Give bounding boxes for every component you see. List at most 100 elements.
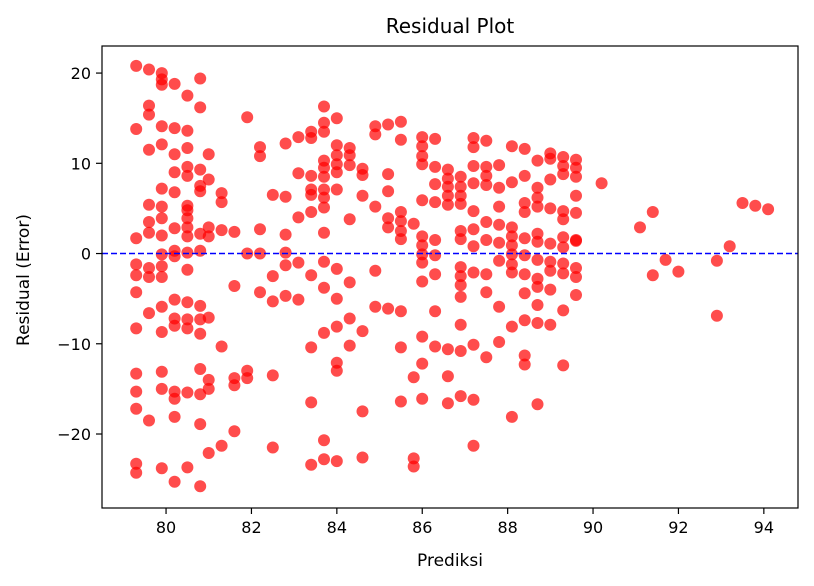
data-point [168,319,181,332]
y-tick-label: −10 [57,335,91,354]
data-point [202,447,215,459]
data-point [531,154,544,167]
data-point [194,418,207,431]
data-point [659,253,672,266]
data-point [441,343,454,356]
data-point [518,314,531,327]
data-point [318,226,330,239]
data-point [454,233,467,246]
data-point [429,340,442,353]
data-point [168,148,181,161]
data-point [130,402,143,415]
data-point [441,180,454,193]
data-point [369,128,382,141]
data-point [305,206,318,218]
data-point [155,78,168,91]
data-point [168,250,181,263]
data-point [429,268,442,281]
data-point [181,230,194,243]
data-point [416,194,429,207]
y-tick-label: 0 [81,245,91,264]
chart-title: Residual Plot [386,14,515,38]
data-point [130,322,143,335]
data-point [155,326,168,338]
data-point [194,163,207,176]
data-point [254,141,266,154]
data-point [544,173,557,186]
data-point [181,124,194,137]
data-point [570,206,582,219]
data-point [305,132,318,144]
data-point [493,254,506,267]
data-point [570,189,582,202]
data-point [493,181,506,194]
data-point [168,77,181,90]
data-point [557,241,570,254]
data-point [202,173,215,186]
data-point [382,185,395,198]
data-point [467,393,480,406]
data-point [480,169,493,182]
data-point [228,379,241,392]
data-point [416,392,429,405]
data-point [130,385,143,398]
points-layer [130,59,775,493]
data-point [467,439,480,452]
data-point [279,190,292,203]
data-point [672,265,685,278]
data-point [441,189,454,202]
data-point [356,169,369,181]
x-tick-label: 82 [241,518,261,537]
data-point [544,264,557,277]
data-point [518,142,531,155]
data-point [356,325,369,338]
data-point [330,320,343,333]
data-point [518,287,531,300]
data-point [343,312,356,325]
data-point [318,125,330,138]
x-tick-label: 84 [327,518,347,537]
data-point [292,293,305,306]
data-point [544,318,557,331]
data-point [505,248,518,261]
data-point [130,269,143,282]
data-point [181,221,194,234]
data-point [181,212,194,225]
data-point [416,131,429,144]
data-point [318,434,330,447]
data-point [215,224,228,237]
data-point [168,410,181,423]
data-point [518,358,531,371]
data-point [723,240,736,253]
data-point [518,169,531,182]
data-point [181,89,194,102]
data-point [544,283,557,296]
data-point [369,200,382,213]
data-point [318,191,330,204]
data-point [407,460,420,473]
data-point [318,100,330,113]
data-point [130,123,143,135]
data-point [279,228,292,241]
data-point [155,300,168,313]
data-point [762,203,775,216]
data-point [194,388,207,401]
data-point [416,239,429,252]
data-point [557,213,570,226]
data-point [330,112,343,125]
data-point [467,223,480,236]
data-point [330,166,343,179]
data-point [441,397,454,410]
data-point [467,177,480,190]
x-tick-label: 88 [497,518,517,537]
data-point [130,286,143,299]
data-point [646,206,659,218]
data-point [493,200,506,213]
data-point [279,259,292,272]
data-point [570,161,582,174]
data-point [194,185,207,198]
data-point [305,341,318,354]
data-point [454,345,467,357]
